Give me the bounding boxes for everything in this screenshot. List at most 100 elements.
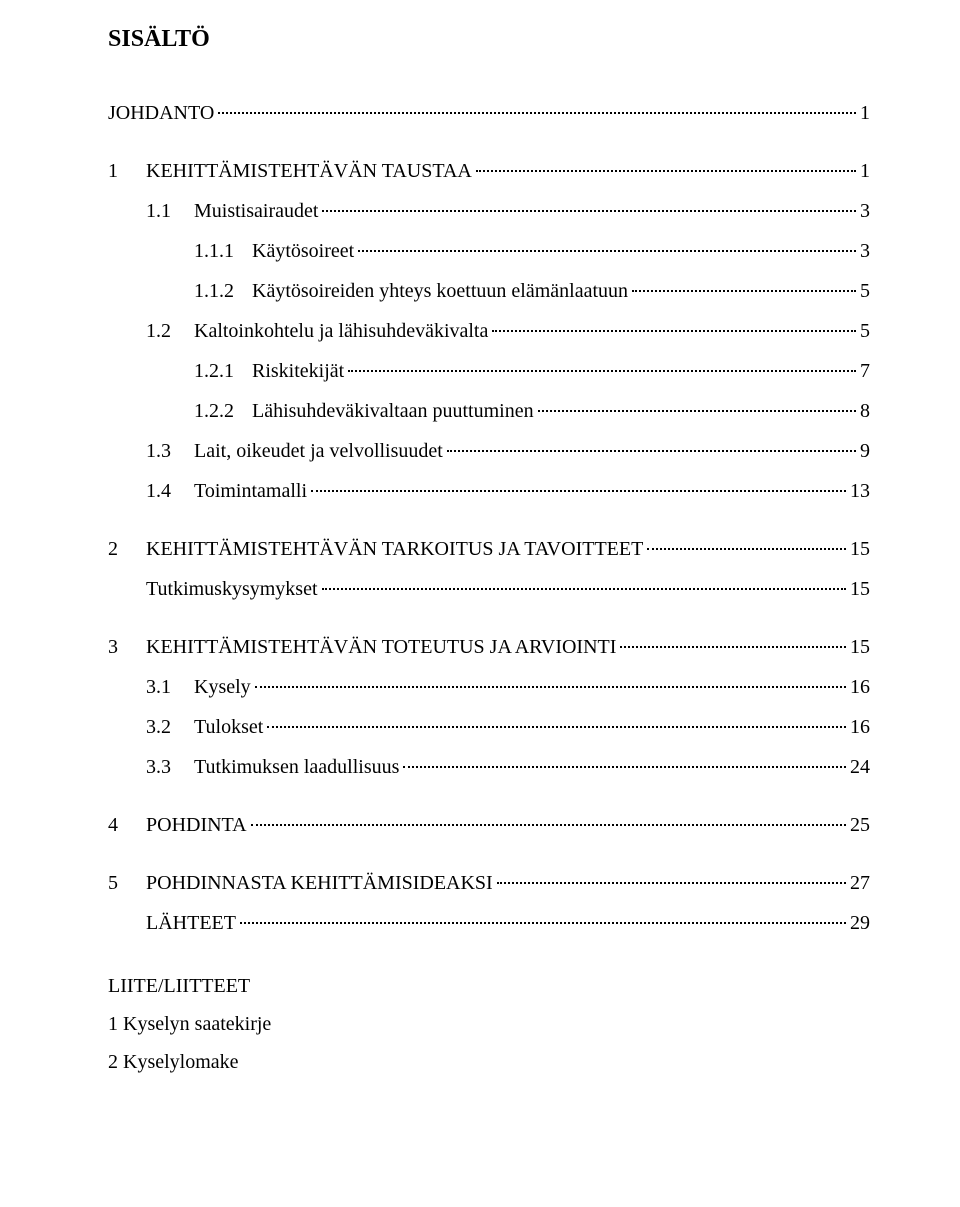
toc-entry-page: 16 xyxy=(850,673,870,701)
toc-entry: Tutkimuskysymykset 15 xyxy=(108,575,870,603)
toc-entry: 1.2.1Riskitekijät 7 xyxy=(108,357,870,385)
toc-entry: JOHDANTO 1 xyxy=(108,99,870,127)
toc-leader-dots xyxy=(251,824,846,826)
toc-entry: 2KEHITTÄMISTEHTÄVÄN TARKOITUS JA TAVOITT… xyxy=(108,535,870,563)
toc-leader-dots xyxy=(647,548,846,550)
toc-entry-page: 13 xyxy=(850,477,870,505)
toc-leader-dots xyxy=(358,250,856,252)
toc-entry: 3.3Tutkimuksen laadullisuus 24 xyxy=(108,753,870,781)
toc-entry-number: 5 xyxy=(108,869,146,897)
toc-entry-number: 1.2 xyxy=(146,317,194,345)
toc-entry: 3.1Kysely 16 xyxy=(108,673,870,701)
toc-entry-label: Tulokset xyxy=(194,713,263,741)
toc-entry-page: 16 xyxy=(850,713,870,741)
toc-entry-number: 1.1.1 xyxy=(194,237,252,265)
toc-entry-page: 1 xyxy=(860,157,870,185)
toc-entry-label: KEHITTÄMISTEHTÄVÄN TOTEUTUS JA ARVIOINTI xyxy=(146,633,616,661)
toc-entry-page: 1 xyxy=(860,99,870,127)
toc-entry-label: JOHDANTO xyxy=(108,99,214,127)
appendix-item: 1 Kyselyn saatekirje xyxy=(108,1005,870,1043)
toc-entry-page: 24 xyxy=(850,753,870,781)
toc-entry-label: Kaltoinkohtelu ja lähisuhdeväkivalta xyxy=(194,317,488,345)
toc-entry-label: LÄHTEET xyxy=(146,909,236,937)
toc-leader-dots xyxy=(620,646,846,648)
toc-entry-label: Lait, oikeudet ja velvollisuudet xyxy=(194,437,443,465)
toc-entry: LÄHTEET 29 xyxy=(108,909,870,937)
toc-leader-dots xyxy=(497,882,846,884)
toc-entry: 1.3Lait, oikeudet ja velvollisuudet 9 xyxy=(108,437,870,465)
toc-entry-number: 1.1 xyxy=(146,197,194,225)
toc-entry-page: 3 xyxy=(860,197,870,225)
toc-leader-dots xyxy=(322,210,856,212)
toc-entry: 1.4Toimintamalli 13 xyxy=(108,477,870,505)
toc-leader-dots xyxy=(267,726,846,728)
toc-entry: 1.2.2Lähisuhdeväkivaltaan puuttuminen 8 xyxy=(108,397,870,425)
toc-leader-dots xyxy=(492,330,856,332)
toc-entry-page: 5 xyxy=(860,317,870,345)
toc-entry: 1.2Kaltoinkohtelu ja lähisuhdeväkivalta 5 xyxy=(108,317,870,345)
toc-entry-number: 3 xyxy=(108,633,146,661)
toc-entry-number: 1.3 xyxy=(146,437,194,465)
toc-entry-number: 2 xyxy=(108,535,146,563)
toc-entry-number: 1 xyxy=(108,157,146,185)
toc-entry-number: 4 xyxy=(108,811,146,839)
toc-entry-page: 5 xyxy=(860,277,870,305)
toc-entry-number: 3.2 xyxy=(146,713,194,741)
toc-entry-label: Lähisuhdeväkivaltaan puuttuminen xyxy=(252,397,534,425)
toc-entry-label: Käytösoireiden yhteys koettuun elämänlaa… xyxy=(252,277,628,305)
toc-entry-page: 27 xyxy=(850,869,870,897)
appendix-items: 1 Kyselyn saatekirje2 Kyselylomake xyxy=(108,1005,870,1081)
toc-entry-number: 1.2.1 xyxy=(194,357,252,385)
toc-entry-number: 3.3 xyxy=(146,753,194,781)
toc-entry-label: KEHITTÄMISTEHTÄVÄN TAUSTAA xyxy=(146,157,472,185)
toc-entry-number: 1.1.2 xyxy=(194,277,252,305)
toc-entry-page: 8 xyxy=(860,397,870,425)
toc-entry: 1.1.1Käytösoireet 3 xyxy=(108,237,870,265)
toc-entry-label: Käytösoireet xyxy=(252,237,354,265)
toc-leader-dots xyxy=(538,410,856,412)
toc-entry-label: Tutkimuksen laadullisuus xyxy=(194,753,399,781)
toc-entry-page: 7 xyxy=(860,357,870,385)
appendix-block: LIITE/LIITTEET 1 Kyselyn saatekirje2 Kys… xyxy=(108,967,870,1081)
toc-entry-label: Muistisairaudet xyxy=(194,197,318,225)
toc-entry-number: 1.2.2 xyxy=(194,397,252,425)
toc-leader-dots xyxy=(311,490,846,492)
toc-entry-number: 3.1 xyxy=(146,673,194,701)
toc-leader-dots xyxy=(447,450,856,452)
toc-entry-page: 9 xyxy=(860,437,870,465)
toc-entry-number: 1.4 xyxy=(146,477,194,505)
toc-entry-label: Riskitekijät xyxy=(252,357,344,385)
toc-entry-page: 15 xyxy=(850,575,870,603)
toc-leader-dots xyxy=(255,686,846,688)
toc-entry-label: Tutkimuskysymykset xyxy=(146,575,318,603)
toc-entry-label: POHDINNASTA KEHITTÄMISIDEAKSI xyxy=(146,869,493,897)
toc-entry-label: POHDINTA xyxy=(146,811,247,839)
toc-entry: 5POHDINNASTA KEHITTÄMISIDEAKSI 27 xyxy=(108,869,870,897)
toc-leader-dots xyxy=(403,766,846,768)
toc-entry: 3KEHITTÄMISTEHTÄVÄN TOTEUTUS JA ARVIOINT… xyxy=(108,633,870,661)
toc-entry-page: 15 xyxy=(850,633,870,661)
toc-leader-dots xyxy=(322,588,846,590)
appendix-heading: LIITE/LIITTEET xyxy=(108,967,870,1005)
toc-entry-page: 25 xyxy=(850,811,870,839)
toc-entry: 1.1Muistisairaudet 3 xyxy=(108,197,870,225)
toc-leader-dots xyxy=(632,290,856,292)
toc-entry: 4POHDINTA 25 xyxy=(108,811,870,839)
appendix-item: 2 Kyselylomake xyxy=(108,1043,870,1081)
toc-page: SISÄLTÖ JOHDANTO11KEHITTÄMISTEHTÄVÄN TAU… xyxy=(0,0,960,1207)
toc-entry: 1KEHITTÄMISTEHTÄVÄN TAUSTAA1 xyxy=(108,157,870,185)
toc-entry-page: 29 xyxy=(850,909,870,937)
toc-entry-page: 15 xyxy=(850,535,870,563)
toc-leader-dots xyxy=(348,370,856,372)
toc-list: JOHDANTO11KEHITTÄMISTEHTÄVÄN TAUSTAA11.1… xyxy=(108,99,870,937)
toc-entry-page: 3 xyxy=(860,237,870,265)
toc-entry: 1.1.2Käytösoireiden yhteys koettuun eläm… xyxy=(108,277,870,305)
toc-entry-label: Kysely xyxy=(194,673,251,701)
toc-leader-dots xyxy=(240,922,846,924)
toc-entry-label: KEHITTÄMISTEHTÄVÄN TARKOITUS JA TAVOITTE… xyxy=(146,535,643,563)
toc-leader-dots xyxy=(476,170,856,172)
toc-leader-dots xyxy=(218,112,856,114)
page-title: SISÄLTÖ xyxy=(108,26,870,53)
toc-entry: 3.2Tulokset 16 xyxy=(108,713,870,741)
toc-entry-label: Toimintamalli xyxy=(194,477,307,505)
